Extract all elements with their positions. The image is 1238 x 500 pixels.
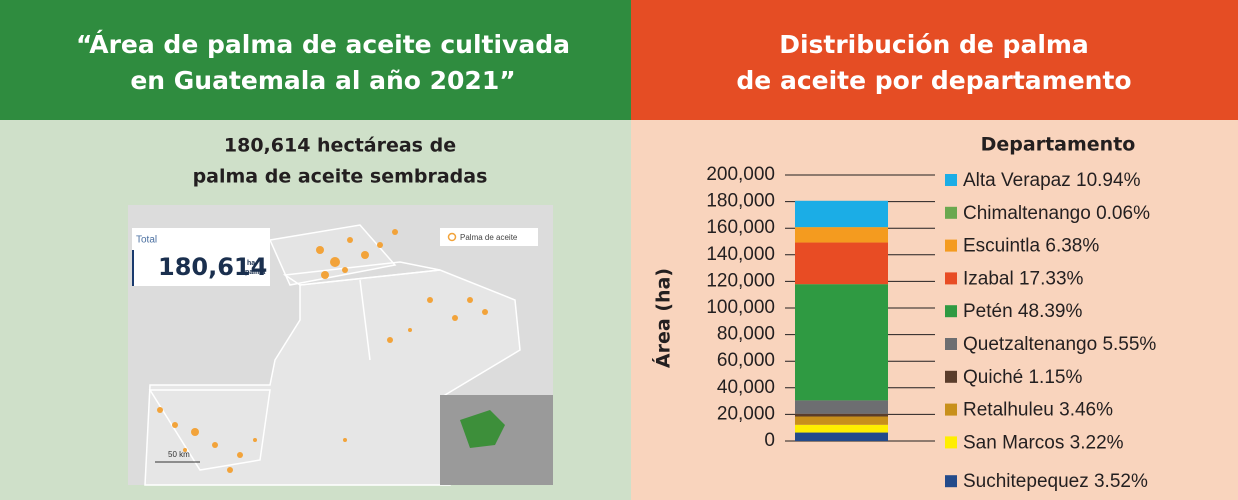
map-total-value: 180,614 (158, 253, 267, 281)
subtitle: palma de aceite sembradas (193, 166, 488, 188)
left-title: “Área de palma de aceite cultivada (76, 30, 570, 59)
map-unit: palma (245, 269, 265, 276)
right-header (631, 0, 1238, 120)
y-tick-label: 20,000 (717, 403, 775, 424)
legend-swatch (945, 207, 957, 219)
legend-label: San Marcos 3.22% (963, 432, 1124, 453)
bar-segment (795, 227, 888, 242)
bar-segment (795, 284, 888, 400)
bar-segment (795, 400, 888, 413)
legend-swatch (945, 371, 957, 383)
y-tick-label: 160,000 (706, 217, 775, 238)
legend-label: Suchitepequez 3.52% (963, 471, 1148, 492)
left-title: en Guatemala al año 2021” (130, 66, 515, 95)
y-tick-label: 100,000 (706, 297, 775, 318)
y-tick-label: 0 (764, 430, 775, 451)
y-tick-label: 200,000 (706, 164, 775, 185)
map-unit: ha (247, 260, 255, 267)
legend-label: Petén 48.39% (963, 301, 1082, 322)
legend-swatch (945, 305, 957, 317)
map-legend: Palma de aceite (460, 233, 518, 242)
infographic: “Área de palma de aceite cultivada en Gu… (0, 0, 1238, 500)
legend-label: Chimaltenango 0.06% (963, 203, 1150, 224)
legend-label: Escuintla 6.38% (963, 236, 1099, 257)
page: “Área de palma de aceite cultivada en Gu… (0, 0, 1238, 500)
legend-swatch (945, 436, 957, 448)
y-tick-label: 120,000 (706, 270, 775, 291)
y-tick-label: 60,000 (717, 350, 775, 371)
subtitle: 180,614 hectáreas de (224, 135, 456, 157)
legend-label: Quetzaltenango 5.55% (963, 334, 1156, 355)
legend-swatch (945, 404, 957, 416)
legend-swatch (945, 338, 957, 350)
chart-title: de aceite por departamento (736, 66, 1131, 95)
bar-segment (795, 433, 888, 441)
legend-swatch (945, 272, 957, 284)
map: Total 180,614 ha palma Palma de aceite 5… (128, 205, 553, 485)
bar-segment (795, 416, 888, 424)
bar-segment (795, 414, 888, 417)
bar-segment (795, 243, 888, 285)
left-header (0, 0, 631, 120)
legend-swatch (945, 174, 957, 186)
bar-segment (795, 201, 888, 227)
legend-label: Retalhuleu 3.46% (963, 400, 1113, 421)
legend-label: Alta Verapaz 10.94% (963, 170, 1141, 191)
bar-segment (795, 425, 888, 433)
legend-title: Departamento (981, 134, 1136, 156)
legend-label: Izabal 17.33% (963, 268, 1084, 289)
legend-swatch (945, 475, 957, 487)
y-tick-label: 180,000 (706, 191, 775, 212)
y-axis-label: Área (ha) (652, 268, 675, 368)
chart-title: Distribución de palma (779, 30, 1089, 59)
y-tick-label: 40,000 (717, 377, 775, 398)
y-tick-label: 140,000 (706, 244, 775, 265)
y-tick-label: 80,000 (717, 324, 775, 345)
map-total-label: Total (136, 235, 157, 246)
legend-swatch (945, 240, 957, 252)
map-scale: 50 km (168, 450, 190, 459)
legend-label: Quiché 1.15% (963, 367, 1082, 388)
